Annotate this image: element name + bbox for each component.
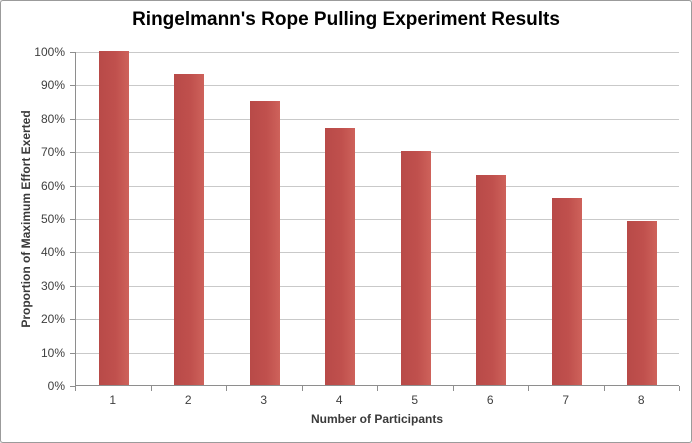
- y-tick-label: 80%: [40, 111, 65, 126]
- bar-participants-3: [249, 101, 280, 385]
- y-tick-label: 70%: [40, 145, 65, 160]
- x-tick-label: 1: [109, 393, 117, 407]
- x-tick-label: 4: [335, 393, 343, 407]
- bar-participants-5: [400, 151, 431, 385]
- x-axis-tick: [301, 386, 303, 391]
- bar-participants-6: [476, 174, 507, 385]
- x-tick-label: 8: [637, 393, 645, 407]
- y-axis-tick: [70, 386, 75, 387]
- y-tick-label: 50%: [40, 212, 65, 226]
- gridline: [76, 85, 679, 87]
- y-axis-tick: [70, 252, 75, 254]
- y-axis-tick: [70, 118, 75, 120]
- y-axis-tick: [70, 185, 75, 187]
- x-axis-title: Number of Participants: [310, 412, 444, 426]
- gridline: [76, 118, 679, 120]
- gridline: [76, 252, 679, 254]
- y-tick-label: 100%: [34, 45, 65, 59]
- x-axis-tick: [377, 386, 378, 391]
- gridline: [76, 352, 679, 354]
- gridline: [76, 319, 679, 321]
- y-axis-tick: [70, 152, 75, 154]
- bar-participants-4: [325, 127, 356, 385]
- x-axis-tick: [452, 386, 454, 391]
- plot-area: [75, 51, 679, 386]
- bar-participants-1: [98, 51, 129, 385]
- y-axis-tick: [70, 319, 75, 321]
- bar-participants-2: [174, 74, 205, 385]
- y-tick-label: 0%: [47, 379, 65, 393]
- chart-title: Ringelmann's Rope Pulling Experiment Res…: [132, 9, 560, 30]
- x-axis-tick: [528, 386, 529, 391]
- bar-participants-7: [551, 197, 582, 385]
- x-axis-tick: [150, 386, 152, 391]
- gridline: [76, 285, 679, 287]
- x-tick-label: 5: [411, 393, 419, 407]
- x-axis-tick: [679, 386, 680, 391]
- x-tick-label: 2: [184, 393, 192, 407]
- y-tick-label: 30%: [40, 278, 65, 293]
- y-tick-label: 10%: [40, 345, 65, 360]
- y-axis-tick: [70, 52, 75, 53]
- x-axis-tick: [75, 386, 76, 391]
- gridline: [76, 219, 679, 220]
- y-axis-tick: [70, 85, 75, 87]
- gridline: [76, 52, 679, 53]
- y-tick-label: 40%: [40, 245, 65, 260]
- y-axis-tick: [70, 352, 75, 354]
- y-tick-label: 60%: [40, 178, 65, 193]
- x-tick-label: 6: [486, 393, 494, 407]
- x-tick-label: 3: [260, 393, 268, 407]
- x-axis-tick: [603, 386, 605, 391]
- y-tick-label: 20%: [40, 312, 65, 327]
- gridline: [76, 185, 679, 187]
- bar-participants-8: [627, 221, 658, 385]
- y-axis-tick: [70, 285, 75, 287]
- gridline: [76, 152, 679, 154]
- x-axis-tick: [226, 386, 227, 391]
- x-tick-label: 7: [562, 393, 570, 407]
- y-axis-tick: [70, 219, 75, 220]
- y-tick-label: 90%: [40, 78, 65, 93]
